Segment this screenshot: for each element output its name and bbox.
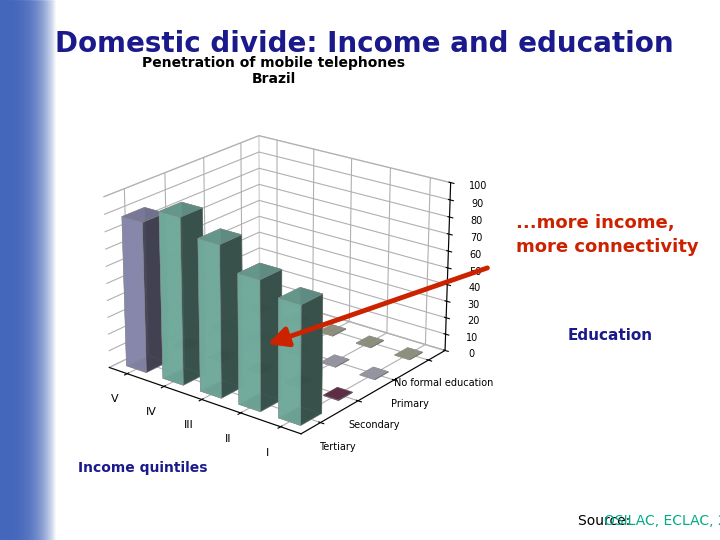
Bar bbox=[38, 0, 39, 540]
Bar bbox=[44, 0, 45, 540]
Bar bbox=[27, 0, 28, 540]
Bar bbox=[7, 0, 8, 540]
Bar bbox=[0, 0, 1, 540]
Bar bbox=[4, 0, 5, 540]
Bar bbox=[25, 0, 26, 540]
Bar bbox=[53, 0, 54, 540]
Bar bbox=[59, 0, 60, 540]
Bar bbox=[29, 0, 30, 540]
Bar bbox=[12, 0, 13, 540]
Bar bbox=[43, 0, 44, 540]
Bar bbox=[10, 0, 11, 540]
Bar bbox=[24, 0, 25, 540]
Bar bbox=[18, 0, 19, 540]
Bar bbox=[32, 0, 33, 540]
Text: Source:: Source: bbox=[578, 514, 634, 528]
Bar bbox=[6, 0, 7, 540]
Bar bbox=[9, 0, 10, 540]
Bar bbox=[47, 0, 48, 540]
Bar bbox=[45, 0, 46, 540]
Bar bbox=[46, 0, 47, 540]
Bar bbox=[20, 0, 21, 540]
Bar bbox=[55, 0, 56, 540]
Bar bbox=[48, 0, 49, 540]
Text: ...more income,
more connectivity: ...more income, more connectivity bbox=[516, 214, 698, 256]
Text: OSILAC, ECLAC, 2008.: OSILAC, ECLAC, 2008. bbox=[604, 514, 720, 528]
Bar bbox=[54, 0, 55, 540]
Bar bbox=[8, 0, 9, 540]
Bar bbox=[22, 0, 23, 540]
Bar bbox=[39, 0, 40, 540]
Bar bbox=[33, 0, 34, 540]
Bar bbox=[42, 0, 43, 540]
Bar bbox=[1, 0, 2, 540]
Bar bbox=[40, 0, 41, 540]
Bar bbox=[49, 0, 50, 540]
Bar bbox=[57, 0, 58, 540]
Bar bbox=[35, 0, 36, 540]
Bar bbox=[5, 0, 6, 540]
Title: Penetration of mobile telephones
Brazil: Penetration of mobile telephones Brazil bbox=[142, 56, 405, 86]
Bar bbox=[50, 0, 51, 540]
Bar bbox=[13, 0, 14, 540]
Bar bbox=[11, 0, 12, 540]
Bar bbox=[31, 0, 32, 540]
Bar bbox=[15, 0, 16, 540]
Text: Education: Education bbox=[568, 327, 653, 342]
Bar bbox=[23, 0, 24, 540]
Text: Domestic divide: Income and education: Domestic divide: Income and education bbox=[55, 30, 674, 58]
Bar bbox=[37, 0, 38, 540]
Bar bbox=[28, 0, 29, 540]
Bar bbox=[58, 0, 59, 540]
Bar bbox=[21, 0, 22, 540]
Bar bbox=[17, 0, 18, 540]
Bar bbox=[56, 0, 57, 540]
Bar bbox=[51, 0, 52, 540]
Bar bbox=[36, 0, 37, 540]
Bar bbox=[30, 0, 31, 540]
Text: Income quintiles: Income quintiles bbox=[78, 461, 207, 475]
Bar bbox=[16, 0, 17, 540]
Bar bbox=[3, 0, 4, 540]
Bar bbox=[26, 0, 27, 540]
Bar bbox=[52, 0, 53, 540]
Bar bbox=[2, 0, 3, 540]
Bar bbox=[41, 0, 42, 540]
Bar bbox=[14, 0, 15, 540]
Bar bbox=[34, 0, 35, 540]
Bar bbox=[19, 0, 20, 540]
